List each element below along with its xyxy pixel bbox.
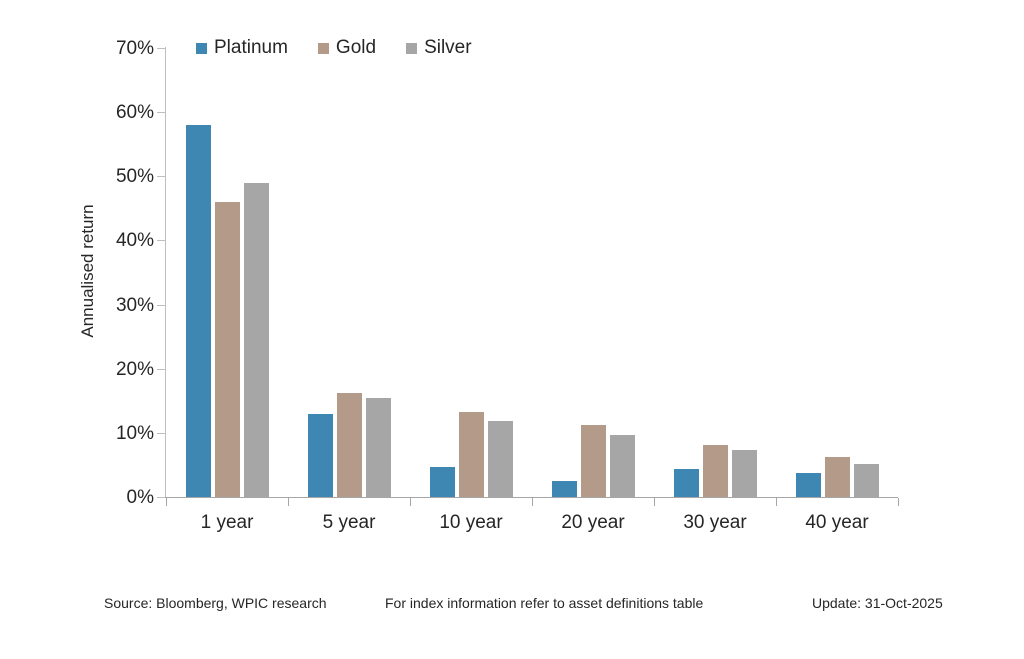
- bar-group-20-year: [532, 48, 654, 497]
- bar-gold-10-year: [458, 412, 484, 497]
- x-tick-5: [776, 498, 777, 506]
- bar-silver-10-year: [487, 421, 513, 497]
- bar-group-10-year: [410, 48, 532, 497]
- x-category-label-20-year: 20 year: [561, 512, 625, 533]
- bar-platinum-10-year: [429, 467, 455, 497]
- bar-silver-5-year: [365, 398, 391, 497]
- y-tick-40: [157, 240, 165, 242]
- bar-platinum-40-year: [795, 473, 821, 497]
- bar-gold-20-year: [580, 425, 606, 497]
- legend-swatch-gold-icon: [317, 42, 329, 54]
- x-tick-3: [532, 498, 533, 506]
- x-category-label-1-year: 1 year: [200, 512, 254, 533]
- bar-group-1-year: [166, 48, 288, 497]
- y-tick-50: [157, 176, 165, 178]
- x-category-label-40-year: 40 year: [805, 512, 869, 533]
- x-tick-1: [288, 498, 289, 506]
- bar-group-40-year: [776, 48, 898, 497]
- bar-platinum-5-year: [307, 414, 333, 497]
- footer-index-note-text: For index information refer to asset def…: [385, 595, 704, 611]
- y-tick-10: [157, 432, 165, 434]
- bar-group-5-year: [288, 48, 410, 497]
- y-axis-title: Annualised return: [78, 204, 97, 338]
- y-tick-label-70: 70%: [115, 38, 154, 59]
- y-tick-label-60: 60%: [115, 102, 154, 124]
- footer-source-text: Source: Bloomberg, WPIC research: [104, 595, 327, 611]
- x-axis-line: [157, 497, 898, 498]
- chart-legend: Platinum Gold Silver: [196, 37, 472, 59]
- bar-gold-5-year: [336, 393, 362, 497]
- y-tick-label-0: 0%: [126, 487, 154, 508]
- y-tick-60: [157, 112, 165, 114]
- x-tick-2: [410, 498, 411, 506]
- y-tick-label-10: 10%: [115, 422, 154, 444]
- bar-silver-40-year: [853, 464, 879, 497]
- plot-area: [166, 48, 898, 497]
- x-tick-4: [654, 498, 655, 506]
- y-axis-line: [165, 47, 166, 498]
- x-category-label-10-year: 10 year: [439, 512, 503, 533]
- y-tick-70: [157, 48, 165, 49]
- y-tick-label-30: 30%: [115, 294, 154, 316]
- bar-gold-40-year: [824, 457, 850, 497]
- bar-platinum-30-year: [673, 469, 699, 497]
- legend-item-silver: Silver: [406, 37, 472, 59]
- bar-silver-30-year: [731, 450, 757, 497]
- legend-swatch-silver-icon: [406, 42, 418, 54]
- y-tick-20: [157, 368, 165, 370]
- legend-item-platinum: Platinum: [196, 37, 288, 59]
- y-tick-30: [157, 304, 165, 306]
- y-tick-0: [157, 497, 165, 498]
- legend-label-silver: Silver: [424, 37, 472, 58]
- x-category-label-30-year: 30 year: [683, 512, 747, 533]
- x-category-label-5-year: 5 year: [322, 512, 376, 533]
- footer-update-date-text: Update: 31-Oct-2025: [812, 595, 943, 611]
- bar-platinum-1-year: [185, 125, 211, 497]
- bar-silver-1-year: [243, 183, 269, 497]
- bar-silver-20-year: [609, 435, 635, 497]
- y-tick-label-40: 40%: [115, 230, 154, 252]
- legend-swatch-platinum-icon: [196, 42, 207, 54]
- legend-label-gold: Gold: [335, 37, 377, 58]
- legend-label-platinum: Platinum: [214, 37, 288, 58]
- y-tick-label-50: 50%: [115, 166, 154, 188]
- bar-gold-1-year: [214, 202, 240, 497]
- bar-gold-30-year: [702, 445, 728, 497]
- x-tick-0: [166, 498, 167, 506]
- x-tick-6: [898, 498, 899, 506]
- y-tick-label-20: 20%: [115, 358, 154, 380]
- legend-item-gold: Gold: [317, 37, 377, 59]
- bar-platinum-20-year: [551, 481, 577, 497]
- bar-group-30-year: [654, 48, 776, 497]
